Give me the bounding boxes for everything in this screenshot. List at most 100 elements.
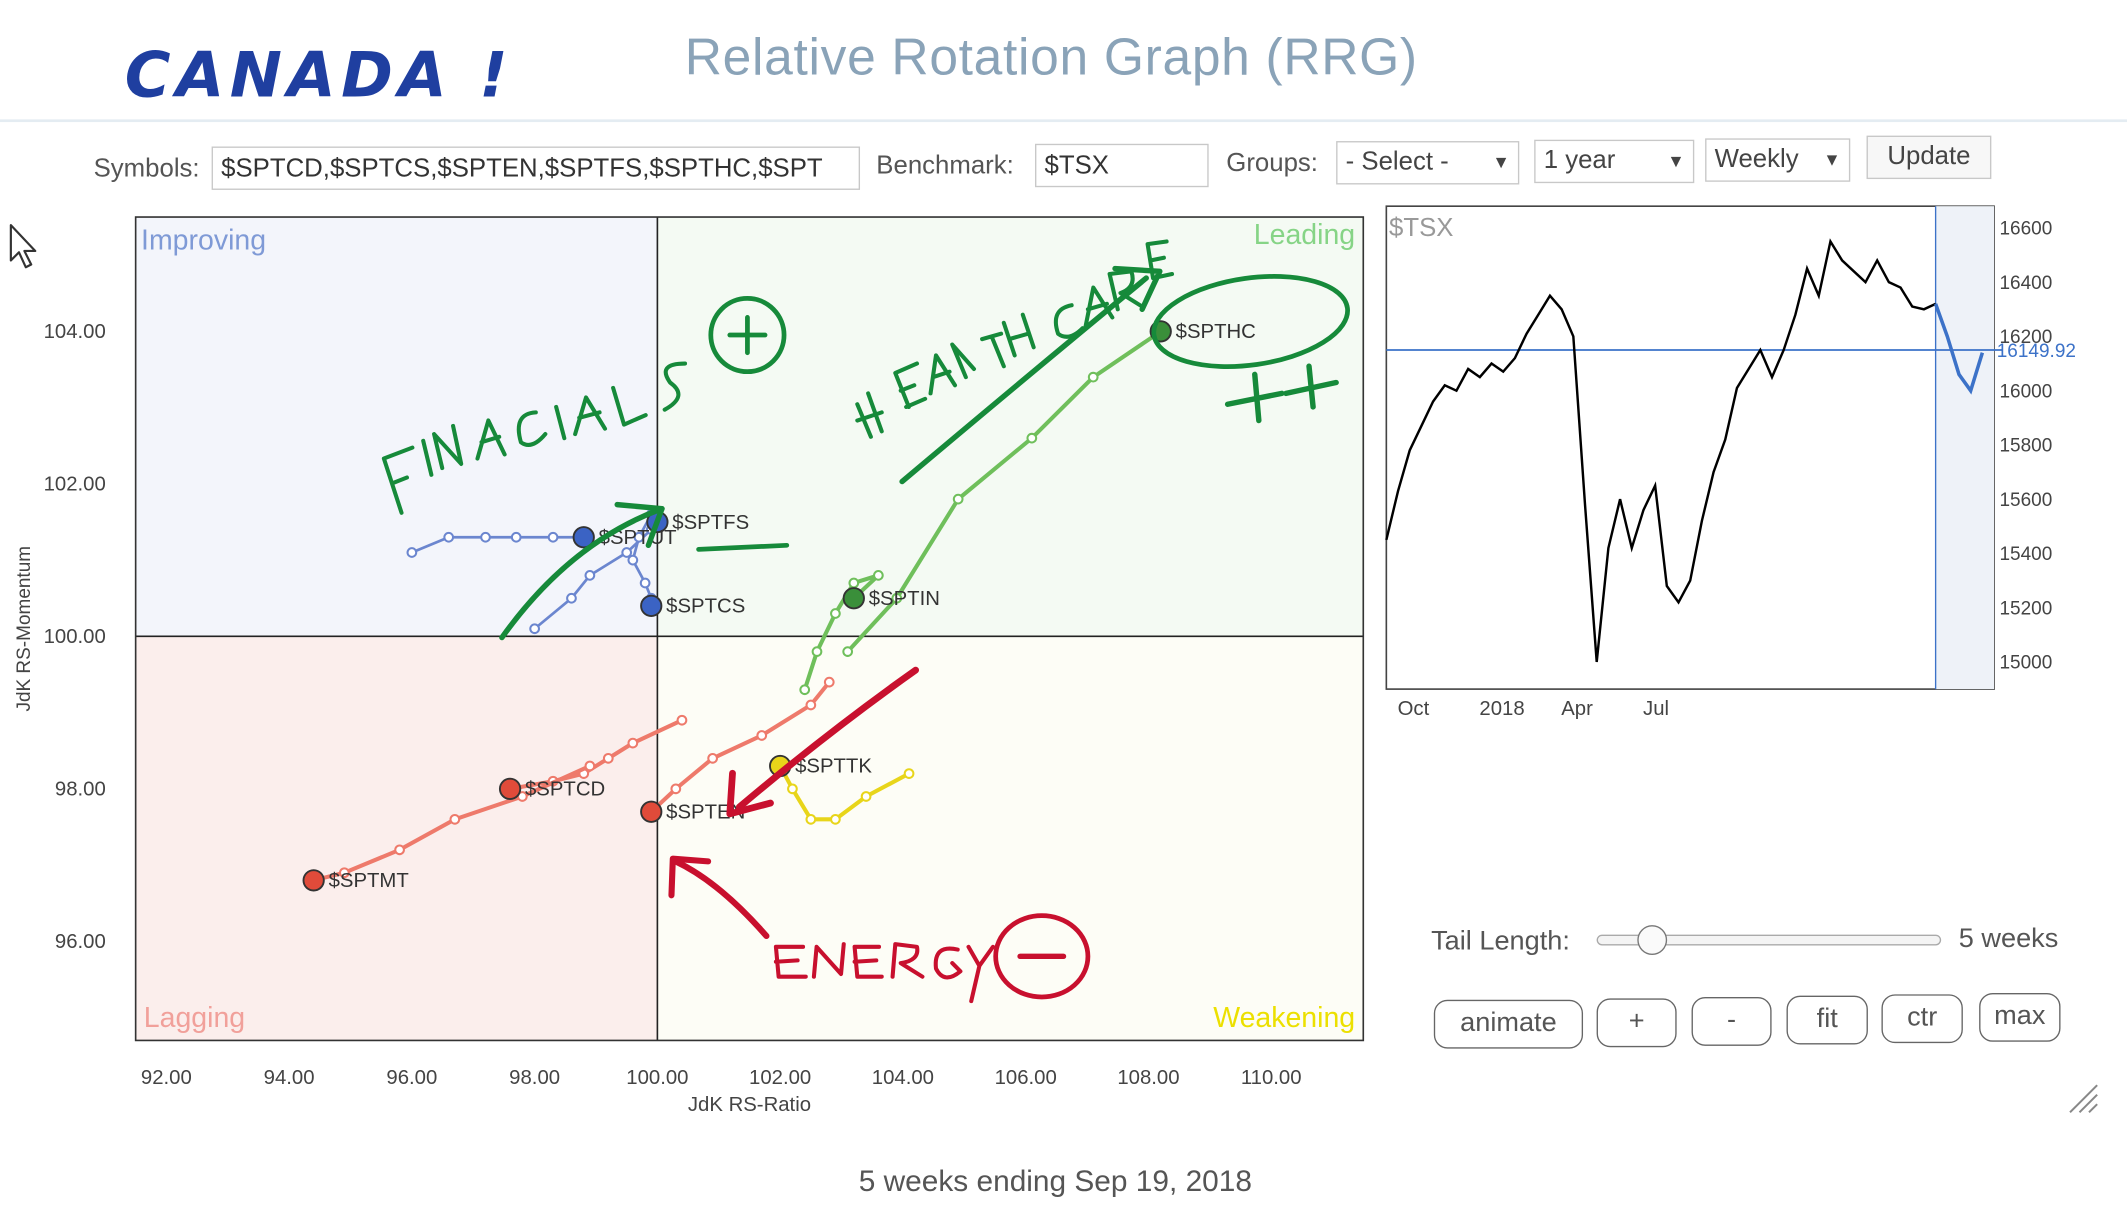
groups-select[interactable]: - Select - ▼ [1336, 141, 1520, 185]
benchmark-x-tick-label: 2018 [1479, 698, 1524, 720]
center-button[interactable]: ctr [1881, 994, 1963, 1044]
lagging-quadrant [135, 636, 658, 1041]
series-label: $SPTCD [525, 779, 605, 801]
benchmark-y-tick-label: 15000 [1999, 653, 2052, 674]
chevron-down-icon: ▼ [1667, 150, 1685, 171]
y-tick-label: 102.00 [44, 474, 106, 496]
pen-stroke [890, 942, 925, 979]
symbols-input[interactable]: $SPTCD,$SPTCS,$SPTEN,$SPTFS,$SPTHC,$SPT [211, 146, 861, 190]
tail-point [676, 714, 688, 726]
pen-stroke [726, 769, 774, 818]
toolbar: Symbols: $SPTCD,$SPTCS,$SPTEN,$SPTFS,$SP… [0, 135, 2127, 190]
tail-point [584, 570, 596, 581]
pen-stroke [668, 855, 712, 899]
update-button[interactable]: Update [1866, 135, 1992, 180]
x-tick-label: 108.00 [1117, 1067, 1179, 1089]
plot-frame [134, 216, 1365, 1042]
groups-label: Groups: [1226, 149, 1318, 178]
pen-stroke [1145, 239, 1175, 281]
pen-stroke [811, 942, 846, 979]
zoom-in-button[interactable]: + [1596, 998, 1677, 1048]
lagging-label: Lagging [144, 1002, 245, 1034]
period-select[interactable]: 1 year ▼ [1534, 139, 1695, 184]
tail-point [805, 699, 817, 711]
tail-length-track[interactable] [1596, 934, 1942, 946]
benchmark-y-tick-label: 16200 [1999, 327, 2052, 348]
pen-stroke [516, 410, 548, 447]
mouse-cursor-icon [9, 224, 37, 269]
tail-point [627, 554, 639, 566]
reference-price-label: 16149.92 [1997, 341, 2076, 362]
benchmark-price-line [1385, 238, 1937, 663]
pen-stroke [381, 445, 415, 515]
x-axis-title: JdK RS-Ratio [688, 1094, 811, 1116]
chevron-down-icon: ▼ [1823, 149, 1841, 170]
pen-stroke [432, 423, 464, 471]
tail-point [394, 844, 405, 856]
tail-line [509, 718, 683, 791]
tail-point [873, 570, 884, 581]
tail-point [449, 813, 461, 825]
tail-point [1087, 371, 1099, 383]
tail-point [860, 791, 872, 802]
series-head-point[interactable] [302, 869, 325, 892]
tail-point [903, 768, 915, 779]
series-head-point[interactable] [498, 777, 522, 800]
pen-stroke [1224, 363, 1339, 424]
tail-point [952, 493, 964, 505]
symbols-label: Symbols: [93, 154, 200, 184]
x-tick-label: 96.00 [386, 1067, 437, 1089]
tail-point [584, 760, 596, 772]
y-tick-label: 96.00 [55, 931, 106, 953]
resize-grip-icon[interactable] [2065, 1080, 2100, 1115]
benchmark-plot-area [1385, 205, 1995, 690]
benchmark-y-tick-label: 15600 [1999, 490, 2052, 511]
tail-point [621, 547, 633, 558]
pen-stroke [573, 395, 608, 437]
benchmark-y-tick-label: 15200 [1999, 598, 2052, 619]
zoom-out-button[interactable]: - [1691, 997, 1772, 1046]
tail-point [707, 752, 718, 764]
frequency-select-value: Weekly [1714, 145, 1799, 174]
pen-stroke [980, 331, 1006, 369]
animate-button[interactable]: animate [1433, 999, 1584, 1049]
series-label: $SPTMT [329, 870, 409, 892]
tail-point [627, 737, 639, 749]
pen-stroke [933, 946, 963, 980]
fit-button[interactable]: fit [1786, 995, 1868, 1045]
tail-point [799, 684, 811, 696]
tail-length-slider-handle[interactable] [1637, 925, 1668, 955]
pen-stroke [893, 361, 928, 409]
benchmark-input[interactable]: $TSX [1035, 143, 1209, 188]
pen-stroke [928, 353, 958, 396]
benchmark-symbol-label: $TSX [1389, 214, 1453, 242]
pen-stroke [672, 858, 770, 940]
pen-circle [1151, 274, 1350, 369]
pen-stroke [554, 404, 567, 441]
tail-point [602, 752, 614, 764]
series-head-point[interactable] [572, 526, 595, 549]
benchmark-y-tick-label: 16600 [1999, 219, 2052, 240]
x-tick-label: 102.00 [749, 1067, 811, 1089]
pen-circle [993, 913, 1091, 1000]
tail-point [529, 623, 540, 635]
pen-stroke [614, 501, 665, 549]
pen-stroke [852, 944, 884, 979]
maximize-button[interactable]: max [1979, 992, 2061, 1042]
weakening-label: Weakening [1213, 1002, 1355, 1034]
series-label: $SPTFS [672, 512, 749, 534]
pen-stroke [966, 944, 995, 1004]
y-tick-label: 104.00 [44, 321, 106, 343]
series-head-point[interactable] [842, 587, 865, 610]
series-label: $SPTCS [666, 596, 745, 618]
tail-point [443, 531, 455, 543]
rrg-chart[interactable]: Improving Leading Weakening Lagging 92.0… [0, 203, 1377, 1125]
series-head-point[interactable] [640, 800, 663, 823]
y-axis-title: JdK RS-Momentum [14, 546, 35, 712]
frequency-select[interactable]: Weekly ▼ [1705, 138, 1851, 182]
pen-stroke [773, 944, 808, 979]
tail-point [830, 608, 841, 619]
series-head-point[interactable] [640, 594, 663, 617]
tail-point [811, 646, 823, 657]
pen-stroke [727, 315, 768, 356]
